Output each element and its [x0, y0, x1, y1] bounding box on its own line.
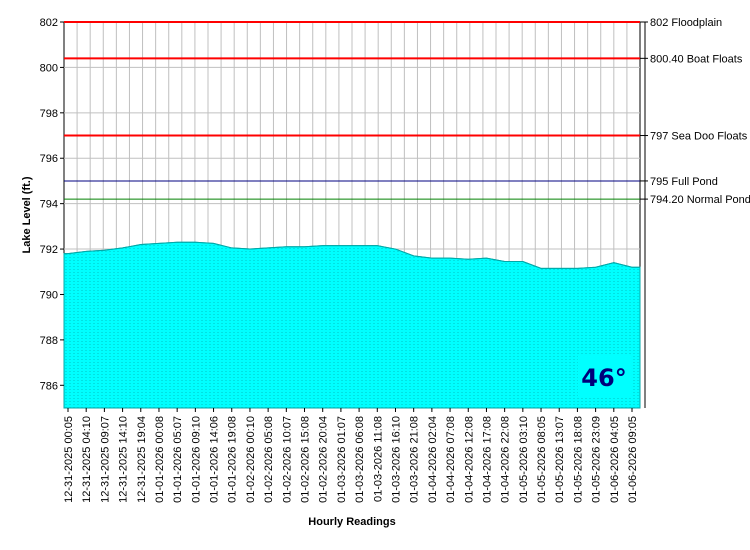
x-tick-label: 01-03-2026 21:08	[409, 416, 421, 503]
x-tick-label: 12-31-2025 04:10	[81, 416, 93, 503]
y-tick-label: 794	[40, 199, 58, 211]
reference-label: 802 Floodplain	[650, 17, 722, 29]
x-tick-label: 01-01-2026 00:08	[154, 416, 166, 503]
y-axis-title: Lake Level (ft.)	[21, 176, 33, 253]
y-axis-ticks: 786 788 790 792 794 796 798 800 802	[40, 17, 64, 392]
temperature-value: 46°	[581, 364, 626, 392]
x-tick-label: 01-03-2026 16:10	[390, 416, 402, 503]
x-tick-label: 12-31-2025 14:10	[118, 416, 130, 503]
level-area-outline	[63, 241, 641, 409]
x-tick-label: 12-31-2025 00:05	[63, 416, 75, 503]
y-tick-label: 788	[40, 335, 58, 347]
x-tick-label: 01-03-2026 11:08	[372, 416, 384, 502]
x-tick-label: 01-03-2026 01:07	[336, 416, 348, 503]
x-tick-label: 01-02-2026 05:08	[263, 416, 275, 503]
reference-label: 797 Sea Doo Floats	[650, 131, 748, 143]
x-tick-label: 12-31-2025 19:04	[136, 416, 148, 503]
y-tick-label: 790	[40, 289, 58, 301]
reference-label: 800.40 Boat Floats	[650, 53, 743, 65]
x-axis-ticks: 12-31-2025 00:05 12-31-2025 04:10 12-31-20…	[63, 408, 639, 503]
x-tick-label: 01-02-2026 10:07	[281, 416, 293, 503]
x-tick-label: 01-04-2026 02:04	[427, 416, 439, 503]
x-tick-label: 01-04-2026 07:08	[445, 416, 457, 503]
x-tick-label: 01-04-2026 17:08	[481, 416, 493, 503]
y-tick-label: 802	[40, 17, 58, 29]
x-tick-label: 01-01-2026 14:06	[209, 416, 221, 503]
reference-label: 795 Full Pond	[650, 176, 718, 188]
x-tick-label: 01-01-2026 05:07	[172, 416, 184, 503]
x-tick-label: 01-02-2026 00:10	[245, 416, 257, 503]
y-tick-label: 798	[40, 108, 58, 120]
temperature-badge-bg	[578, 355, 631, 398]
x-tick-label: 01-05-2026 08:05	[536, 416, 548, 503]
x-tick-label: 01-04-2026 22:08	[500, 416, 512, 503]
x-tick-label: 01-05-2026 23:09	[591, 416, 603, 503]
x-tick-label: 01-01-2026 19:08	[227, 416, 239, 503]
y-tick-label: 796	[40, 153, 58, 165]
reference-label: 794.20 Normal Pond	[650, 194, 750, 206]
x-tick-label: 01-02-2026 20:04	[318, 416, 330, 503]
y-tick-label: 800	[40, 62, 58, 74]
y-tick-label: 792	[40, 244, 58, 256]
x-tick-label: 01-04-2026 12:08	[463, 416, 475, 503]
x-tick-label: 01-05-2026 13:07	[554, 416, 566, 503]
x-tick-label: 01-06-2026 09:05	[627, 416, 639, 503]
x-tick-label: 01-05-2026 18:08	[572, 416, 584, 503]
x-tick-label: 01-01-2026 09:10	[190, 416, 202, 503]
x-tick-label: 01-03-2026 06:08	[354, 416, 366, 503]
x-tick-label: 01-06-2026 04:05	[609, 416, 621, 503]
y-tick-label: 786	[40, 380, 58, 392]
x-tick-label: 01-02-2026 15:08	[300, 416, 312, 503]
x-tick-label: 01-05-2026 03:10	[518, 416, 530, 503]
x-tick-label: 12-31-2025 09:07	[99, 416, 111, 503]
temperature-badge: 46°	[578, 355, 631, 398]
reference-lines: 802 Floodplain 800.40 Boat Floats 797 Sea …	[64, 17, 750, 206]
x-axis-title: Hourly Readings	[308, 516, 395, 528]
